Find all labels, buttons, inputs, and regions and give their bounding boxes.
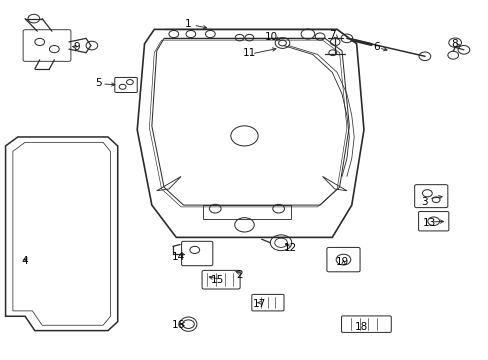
- Text: 6: 6: [372, 42, 379, 52]
- Text: 7: 7: [328, 30, 335, 40]
- Text: 5: 5: [95, 78, 102, 88]
- Text: 9: 9: [73, 42, 80, 52]
- Text: 13: 13: [422, 218, 435, 228]
- Text: 3: 3: [421, 197, 427, 207]
- Text: 12: 12: [284, 243, 297, 253]
- Text: 18: 18: [354, 322, 367, 332]
- Text: 4: 4: [22, 256, 28, 266]
- Text: 14: 14: [172, 252, 185, 262]
- Text: 1: 1: [185, 19, 191, 29]
- Text: 11: 11: [242, 48, 256, 58]
- Text: 17: 17: [252, 299, 265, 309]
- Text: 19: 19: [335, 257, 348, 267]
- Text: 2: 2: [236, 270, 243, 280]
- Text: 10: 10: [264, 32, 277, 41]
- Text: 15: 15: [211, 275, 224, 285]
- Text: 8: 8: [450, 39, 457, 49]
- Text: 16: 16: [172, 320, 185, 330]
